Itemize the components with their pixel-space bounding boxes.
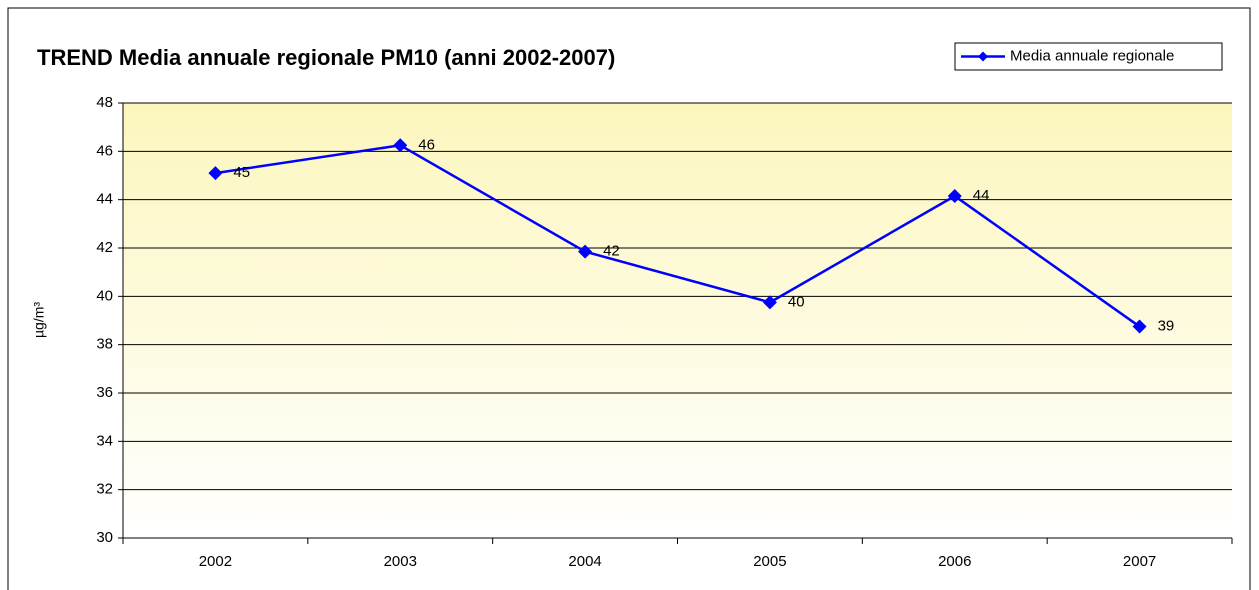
y-tick-label: 36 [96,384,113,401]
x-tick-label: 2004 [568,553,601,570]
series-line [215,143,1141,328]
data-label: 39 [1158,318,1175,335]
y-tick-label: 44 [96,191,113,208]
y-tick-label: 46 [96,142,113,159]
chart-title: TREND Media annuale regionale PM10 (anni… [37,45,615,70]
y-tick-label: 40 [96,287,113,304]
x-tick-label: 2005 [753,553,786,570]
data-point [947,189,962,204]
plot-area [123,103,1232,538]
x-tick-label: 2006 [938,553,971,570]
data-point [762,295,777,310]
y-tick-label: 48 [96,94,113,111]
data-label: 40 [788,293,805,310]
data-point [208,166,223,181]
data-label: 44 [973,187,990,204]
x-tick-label: 2002 [199,553,232,570]
data-label: 42 [603,243,620,260]
y-tick-label: 30 [96,529,113,546]
legend-marker [978,51,988,62]
y-tick-label: 32 [96,481,113,498]
x-tick-label: 2003 [384,553,417,570]
y-axis-label: µg/m³ [31,302,47,338]
y-tick-label: 34 [96,432,113,449]
x-tick-label: 2007 [1123,553,1156,570]
legend-label: Media annuale regionale [1010,47,1174,64]
y-tick-label: 42 [96,239,113,256]
data-point [1132,319,1147,334]
data-label: 45 [233,164,250,181]
y-tick-label: 38 [96,336,113,353]
data-point [393,138,408,153]
data-label: 46 [418,136,435,153]
data-point [578,244,593,259]
